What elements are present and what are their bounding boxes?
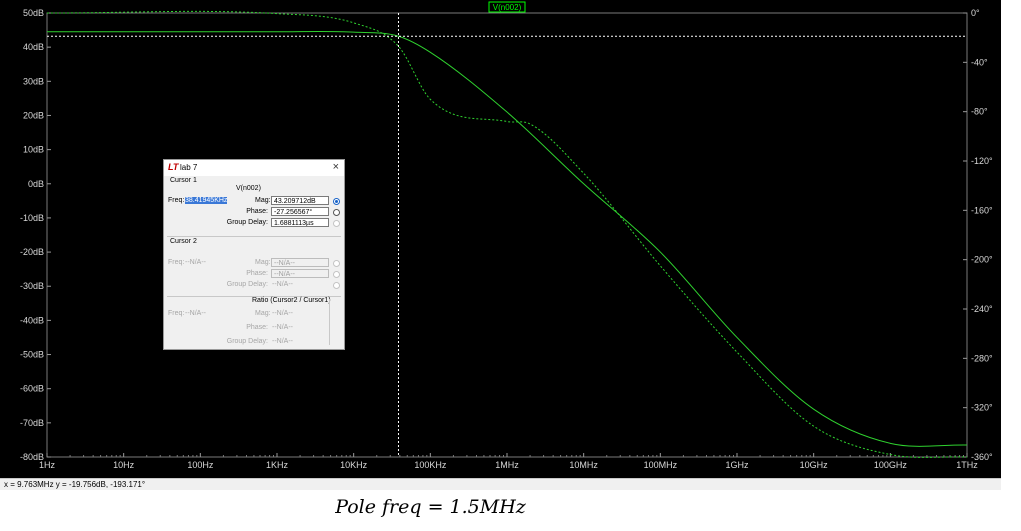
left-axis-tick-label: 40dB — [23, 42, 44, 52]
phase-trace — [46, 10, 968, 458]
cursor2-group-delay-value: --N/A-- — [272, 281, 293, 288]
left-axis-tick-label: -40dB — [20, 315, 44, 325]
ratio-group-delay-value: --N/A-- — [272, 338, 293, 345]
cursor1-trace-name: V(n002) — [236, 185, 261, 192]
cursor1-phase-label: Phase: — [246, 208, 268, 215]
cursor2-group-delay-label: Group Delay: — [226, 281, 268, 288]
x-axis-tick-label: 10KHz — [340, 460, 368, 470]
left-axis-tick-label: -10dB — [20, 213, 44, 223]
cursor2-freq-value: --N/A-- — [185, 259, 206, 266]
right-axis-tick-label: -240° — [971, 304, 993, 314]
x-axis-tick-label: 10GHz — [800, 460, 829, 470]
left-axis-tick-label: -70dB — [20, 418, 44, 428]
left-axis-tick-label: -80dB — [20, 452, 44, 462]
ratio-freq-label: Freq: — [168, 310, 185, 317]
x-axis-tick-label: 1GHz — [725, 460, 749, 470]
separator-1 — [167, 236, 341, 237]
cursor2-phase-label: Phase: — [246, 270, 268, 277]
cursor1-group-delay-radio[interactable] — [333, 220, 340, 227]
x-axis-tick-label: 100GHz — [874, 460, 908, 470]
ratio-header: Ratio (Cursor2 / Cursor1) — [252, 297, 331, 304]
cursor2-freq-label: Freq: — [168, 259, 185, 266]
ratio-vertical-separator — [329, 299, 330, 345]
right-axis-tick-label: 0° — [971, 8, 980, 18]
ratio-freq-value: --N/A-- — [185, 310, 206, 317]
right-axis-tick-label: -80° — [971, 107, 988, 117]
cursor-dialog[interactable]: LT lab 7 × Cursor 1 V(n002) Freq: 38.419… — [163, 159, 345, 350]
x-axis-tick-label: 100Hz — [187, 460, 214, 470]
cursor1-mag-label: Mag: — [255, 197, 271, 204]
cursor1-group-delay-label: Group Delay: — [226, 219, 268, 226]
x-axis-tick-label: 100MHz — [644, 460, 678, 470]
x-axis-tick-label: 1THz — [956, 460, 978, 470]
cursor2-phase-radio[interactable] — [333, 271, 340, 278]
cursor1-group: Cursor 1 V(n002) Freq: 38.41945KHz Mag: … — [164, 176, 344, 238]
plot-window[interactable]: 50dB 40dB 30dB 20dB 10dB 0dB -10dB -20dB -30dB -4… — [0, 0, 1001, 478]
right-axis-tick-label: -40° — [971, 57, 988, 67]
caption: Pole freq = 1.5MHz — [335, 496, 526, 518]
left-axis-tick-label: -30dB — [20, 281, 44, 291]
cursor1-freq-value: 38.41945KHz — [185, 197, 228, 204]
cursor1-header: Cursor 1 — [170, 177, 197, 184]
status-bar: x = 9.763MHz y = -19.756dB, -193.171° — [0, 478, 1001, 490]
left-axis-tick-label: 20dB — [23, 110, 44, 120]
right-axis-tick-label: -160° — [971, 205, 993, 215]
cursor1-phase-radio[interactable] — [333, 209, 340, 216]
right-axis-tick-label: -200° — [971, 255, 993, 265]
dialog-title: lab 7 — [180, 163, 198, 172]
dialog-title-bar[interactable]: LT lab 7 × — [164, 160, 344, 176]
left-axis-tick-label: 10dB — [23, 145, 44, 155]
cursor2-group-delay-radio[interactable] — [333, 282, 340, 289]
cursor1-phase-field[interactable]: -27.256567° — [271, 207, 329, 216]
x-axis-tick-label: 10MHz — [569, 460, 598, 470]
ratio-mag-label: Mag: — [255, 310, 271, 317]
cursor2-group: Cursor 2 Freq: --N/A-- Mag: --N/A-- Phas… — [164, 238, 344, 298]
bode-plot[interactable]: 50dB 40dB 30dB 20dB 10dB 0dB -10dB -20dB -30dB -4… — [0, 0, 1001, 478]
ltspice-logo-icon: LT — [168, 162, 179, 172]
ratio-group-delay-label: Group Delay: — [226, 338, 268, 345]
cursor2-mag-field[interactable]: --N/A-- — [271, 258, 329, 267]
cursor1-freq-field[interactable]: 38.41945KHz — [185, 196, 243, 205]
cursor1-freq-label: Freq: — [168, 197, 185, 204]
right-axis-tick-label: -280° — [971, 353, 993, 363]
x-axis-tick-label: 1KHz — [266, 460, 289, 470]
cursor1-mag-field[interactable]: 43.209712dB — [271, 196, 329, 205]
right-axis-tick-label: -320° — [971, 403, 993, 413]
trace-label: V(n002) — [493, 3, 522, 12]
x-axis-tick-label: 1MHz — [495, 460, 519, 470]
x-axis-tick-label: 10Hz — [113, 460, 135, 470]
trace-label-box — [488, 1, 526, 13]
left-axis-tick-label: -20dB — [20, 247, 44, 257]
left-axis-tick-label: 0dB — [28, 179, 44, 189]
x-axis-tick-label: 100KHz — [414, 460, 447, 470]
magnitude-trace — [46, 30, 968, 447]
ratio-group: Ratio (Cursor2 / Cursor1) Freq: --N/A-- … — [164, 297, 344, 349]
ratio-phase-label: Phase: — [246, 324, 268, 331]
close-icon[interactable]: × — [332, 161, 339, 173]
right-axis-tick-label: -120° — [971, 156, 993, 166]
separator-2 — [167, 296, 341, 297]
left-axis-tick-label: -60dB — [20, 384, 44, 394]
cursor1-group-delay-field[interactable]: 1.6881113µs — [271, 218, 329, 227]
cursor2-mag-label: Mag: — [255, 259, 271, 266]
left-axis-tick-label: 30dB — [23, 76, 44, 86]
cursor2-phase-field[interactable]: --N/A-- — [271, 269, 329, 278]
left-axis-tick-label: 50dB — [23, 8, 44, 18]
ratio-phase-value: --N/A-- — [272, 324, 293, 331]
ratio-mag-value: --N/A-- — [272, 310, 293, 317]
left-axis-tick-label: -50dB — [20, 350, 44, 360]
cursor2-header: Cursor 2 — [170, 238, 197, 245]
cursor1-mag-radio[interactable] — [333, 198, 340, 205]
cursor2-mag-radio[interactable] — [333, 260, 340, 267]
right-axis-tick-label: -360° — [971, 452, 993, 462]
x-axis-tick-label: 1Hz — [39, 460, 56, 470]
